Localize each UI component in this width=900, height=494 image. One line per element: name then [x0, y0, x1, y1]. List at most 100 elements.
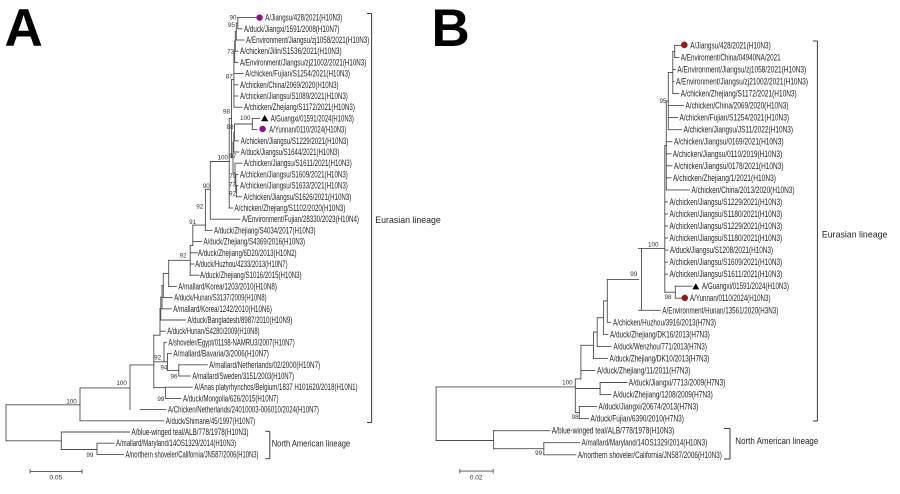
svg-text:87: 87 — [226, 73, 234, 80]
svg-text:Eurasian lineage: Eurasian lineage — [822, 230, 888, 241]
svg-text:A/duck/Zhejiang/1208/2009(H7N3: A/duck/Zhejiang/1208/2009(H7N3) — [613, 390, 713, 400]
svg-text:99: 99 — [157, 396, 165, 403]
svg-text:A/chicken/Jiangsu/JS11/2022(H1: A/chicken/Jiangsu/JS11/2022(H10N3) — [684, 125, 794, 135]
svg-text:95: 95 — [228, 22, 236, 29]
svg-text:A/duck/Jiangsu/S1644/2021(H10N: A/duck/Jiangsu/S1644/2021(H10N3) — [241, 147, 340, 157]
svg-text:99: 99 — [535, 450, 543, 457]
svg-text:A/chicken/Jiangsu/S1089/2021(H: A/chicken/Jiangsu/S1089/2021(H10N3) — [240, 91, 348, 101]
svg-text:90: 90 — [229, 14, 237, 21]
svg-text:A/mallard/Sweden/3151/2003(H10: A/mallard/Sweden/3151/2003(H10N7) — [192, 371, 294, 381]
svg-text:A/duck/Shimane/45/1997(H10N7): A/duck/Shimane/45/1997(H10N7) — [166, 416, 255, 426]
svg-text:95: 95 — [659, 98, 667, 105]
svg-text:A/chicken/Fujian/S1254/2021(H1: A/chicken/Fujian/S1254/2021(H10N3) — [680, 113, 790, 123]
svg-text:91: 91 — [189, 219, 197, 226]
svg-text:A/shoveler/Egypt/01198-NAMRU3/: A/shoveler/Egypt/01198-NAMRU3/2007(H10N7… — [168, 337, 294, 347]
svg-text:A/duck/Zhejiang/DK10/2013(H7N3: A/duck/Zhejiang/DK10/2013(H7N3) — [610, 353, 710, 363]
svg-text:A/duck/Zhejiang/6D20/2013(H10N: A/duck/Zhejiang/6D20/2013(H10N2) — [198, 248, 297, 258]
svg-text:A/duck/Hunan/S3137/2009(H10N8): A/duck/Hunan/S3137/2009(H10N8) — [174, 293, 266, 303]
svg-text:A/chicken/Jiangsu/S1633/2021(H: A/chicken/Jiangsu/S1633/2021(H10N3) — [240, 181, 348, 191]
svg-text:A/Environment/Jiangsu/zj21002/: A/Environment/Jiangsu/zj21002/2021(H10N3… — [240, 57, 366, 67]
svg-text:A/Environment/Hunan/13561/2020: A/Environment/Hunan/13561/2020(H3N3) — [662, 305, 778, 315]
svg-text:A/chicken/Jiangsu/S1180/2021(H: A/chicken/Jiangsu/S1180/2021(H10N3) — [670, 233, 783, 243]
svg-text:North American lineage: North American lineage — [735, 436, 818, 447]
svg-text:A/Chicken/Netherlands/24010003: A/Chicken/Netherlands/24010003-006010/20… — [168, 405, 319, 415]
svg-text:100: 100 — [116, 380, 127, 387]
svg-text:0.02: 0.02 — [470, 475, 483, 482]
svg-text:A: A — [5, 0, 43, 58]
svg-text:A/mallard/Maryland/14OS1329/20: A/mallard/Maryland/14OS1329/2014(H10N3) — [582, 438, 708, 448]
svg-text:A/Yunnan/0110/2024(H10N3): A/Yunnan/0110/2024(H10N3) — [269, 125, 346, 135]
svg-text:A/mallard/Korea/1203/2010(H10N: A/mallard/Korea/1203/2010(H10N8) — [178, 281, 277, 291]
svg-text:A/chicken/Jiangsu/S1229/2021(H: A/chicken/Jiangsu/S1229/2021(H10N3) — [670, 221, 783, 231]
svg-text:A/chicken/Jiangsu/S1609/2021(H: A/chicken/Jiangsu/S1609/2021(H10N3) — [240, 169, 348, 179]
svg-text:A/Environment/Jiangsu/zj1058/2: A/Environment/Jiangsu/zj1058/2021(H10N3) — [677, 65, 806, 75]
svg-text:A/chicken/Jiangsu/S1229/2021(H: A/chicken/Jiangsu/S1229/2021(H10N3) — [670, 197, 783, 207]
svg-text:A/duck/Zhejiang/S4369/2016(H10: A/duck/Zhejiang/S4369/2016(H10N3) — [204, 237, 306, 247]
svg-text:A/duck/Bangladesh/8987/2010(H1: A/duck/Bangladesh/8987/2010(H10N9) — [188, 315, 293, 325]
svg-text:A/chicken/Jilin/S1536/2021(H10: A/chicken/Jilin/S1536/2021(H10N3) — [240, 46, 342, 56]
svg-text:99: 99 — [86, 452, 94, 459]
svg-text:88: 88 — [227, 124, 235, 131]
svg-text:A/mallard/Netherlands/02/2000(: A/mallard/Netherlands/02/2000(H10N7) — [209, 360, 320, 370]
svg-text:70: 70 — [229, 173, 237, 180]
svg-text:A/Guangxi/01591/2024(H10N3): A/Guangxi/01591/2024(H10N3) — [702, 281, 789, 291]
svg-text:99: 99 — [630, 271, 638, 278]
svg-text:A/northern shoveler/California: A/northern shoveler/California/JN587/200… — [578, 450, 722, 460]
svg-text:A/duck/Jiangxi/7713/2009(H7N3): A/duck/Jiangxi/7713/2009(H7N3) — [629, 378, 726, 388]
svg-text:A/duck/Jiangxi/1591/2008(H10N7: A/duck/Jiangxi/1591/2008(H10N7) — [244, 24, 340, 34]
svg-text:A/chicken/Jiangsu/S1229/2021(H: A/chicken/Jiangsu/S1229/2021(H10N3) — [241, 136, 349, 146]
svg-text:96: 96 — [170, 373, 178, 380]
svg-text:A/Environment/Jiangsu/zj1058/2: A/Environment/Jiangsu/zj1058/2021(H10N3) — [246, 35, 369, 45]
svg-text:A/chicken/Fujian/S1254/2021(H1: A/chicken/Fujian/S1254/2021(H10N3) — [245, 69, 350, 79]
svg-text:90: 90 — [203, 183, 211, 190]
svg-text:A/chicken/China/2069/2020(H10N: A/chicken/China/2069/2020(H10N3) — [686, 101, 789, 111]
svg-text:100: 100 — [66, 398, 77, 405]
svg-text:B: B — [432, 0, 470, 58]
svg-text:100: 100 — [217, 155, 228, 162]
svg-text:A/Environment/Fujian/28330/202: A/Environment/Fujian/28330/2023(H10N4) — [242, 214, 359, 224]
svg-text:A/duck/Zhejiang/11/2011(H7N3): A/duck/Zhejiang/11/2011(H7N3) — [597, 366, 690, 376]
svg-text:92: 92 — [196, 204, 204, 211]
svg-text:A/chicken/Jiangsu/S1611/2021(H: A/chicken/Jiangsu/S1611/2021(H10N3) — [670, 269, 783, 279]
svg-text:A/duck/Zhejiang/S1016/2015(H10: A/duck/Zhejiang/S1016/2015(H10N3) — [200, 270, 302, 280]
svg-text:A/mallard/Maryland/14OS1329/20: A/mallard/Maryland/14OS1329/2014(H10N3) — [116, 438, 236, 448]
svg-text:A/duck/Fujian/6390/2010(H7N3): A/duck/Fujian/6390/2010(H7N3) — [591, 414, 684, 424]
svg-text:A/chicken/Jiangsu/S1611/2021(H: A/chicken/Jiangsu/S1611/2021(H10N3) — [244, 158, 352, 168]
svg-text:A/chicken/China/2069/2020(H10N: A/chicken/China/2069/2020(H10N3) — [240, 80, 339, 90]
svg-text:Eurasian lineage: Eurasian lineage — [375, 215, 441, 226]
svg-text:0.05: 0.05 — [49, 474, 62, 481]
svg-text:A/duck/Huzhou/4233/2013(H10N7): A/duck/Huzhou/4233/2013(H10N7) — [195, 259, 287, 269]
svg-text:A/mallard/Bavaria/3/2006(H10N7: A/mallard/Bavaria/3/2006(H10N7) — [173, 349, 269, 359]
svg-text:A/chicken/Jiangsu/S1180/2021(H: A/chicken/Jiangsu/S1180/2021(H10N3) — [670, 209, 783, 219]
svg-text:98: 98 — [223, 109, 231, 116]
svg-text:A/Environment/Jiangsu/zj21002/: A/Environment/Jiangsu/zj21002/2021(H10N3… — [676, 77, 808, 87]
svg-text:A/blue-winged teal/ALB/778/197: A/blue-winged teal/ALB/778/1978(H10N3) — [132, 427, 249, 437]
svg-text:A/chicken/Zhejiang/S1172/2021(: A/chicken/Zhejiang/S1172/2021(H10N3) — [244, 102, 355, 112]
svg-text:A/chicken/Zhejiang/1/2021(H10N: A/chicken/Zhejiang/1/2021(H10N3) — [673, 173, 776, 183]
svg-text:A/duck/Zhejiang/S4034/2017(H10: A/duck/Zhejiang/S4034/2017(H10N3) — [214, 225, 316, 235]
svg-text:A/duck/Jiangsu/S1208/2021(H10N: A/duck/Jiangsu/S1208/2021(H10N3) — [670, 245, 773, 255]
svg-text:98: 98 — [572, 414, 580, 421]
svg-text:A/chicken/Jiangsu/0169/2021(H1: A/chicken/Jiangsu/0169/2021(H10N3) — [674, 137, 784, 147]
svg-text:A/chicken/China/2013/2020(H10N: A/chicken/China/2013/2020(H10N3) — [692, 185, 795, 195]
svg-text:A/blue-winged teal/ALB/778/197: A/blue-winged teal/ALB/778/1978(H10N3) — [552, 426, 674, 436]
svg-text:A/Enviroment/China/04940NA/202: A/Enviroment/China/04940NA/2021 — [681, 52, 781, 62]
svg-text:A/mallard/Korea/1242/2010(H10N: A/mallard/Korea/1242/2010(H10N6) — [173, 304, 272, 314]
svg-text:A/duck/Hunan/S4280/2009(H10N8): A/duck/Hunan/S4280/2009(H10N8) — [167, 326, 259, 336]
svg-text:73: 73 — [229, 182, 237, 189]
svg-text:A/Jiangsu/428/2021(H10N3): A/Jiangsu/428/2021(H10N3) — [265, 13, 342, 23]
svg-text:73: 73 — [227, 48, 235, 55]
svg-text:92: 92 — [154, 355, 162, 362]
svg-text:A/Anas platyrhynchos/Belgium/1: A/Anas platyrhynchos/Belgium/1837 H10162… — [194, 382, 357, 392]
svg-text:A/chicken/Jiangsu/S1609/2021(H: A/chicken/Jiangsu/S1609/2021(H10N3) — [670, 257, 783, 267]
svg-text:A/Guangxi/01591/2024(H10N3): A/Guangxi/01591/2024(H10N3) — [271, 113, 354, 123]
svg-text:100: 100 — [240, 115, 251, 122]
svg-text:A/duck/Mongolia/626/2015(H10N7: A/duck/Mongolia/626/2015(H10N7) — [183, 393, 279, 403]
svg-text:A/chicken/Huzhou/3916/2013(H7N: A/chicken/Huzhou/3916/2013(H7N3) — [613, 317, 716, 327]
svg-text:North American lineage: North American lineage — [272, 439, 351, 450]
svg-text:94: 94 — [160, 365, 168, 372]
svg-text:92: 92 — [180, 253, 188, 260]
svg-text:98: 98 — [664, 294, 672, 301]
svg-text:92: 92 — [229, 191, 237, 198]
svg-text:A/chicken/Jiangsu/0110/2019(H1: A/chicken/Jiangsu/0110/2019(H10N3) — [673, 149, 783, 159]
